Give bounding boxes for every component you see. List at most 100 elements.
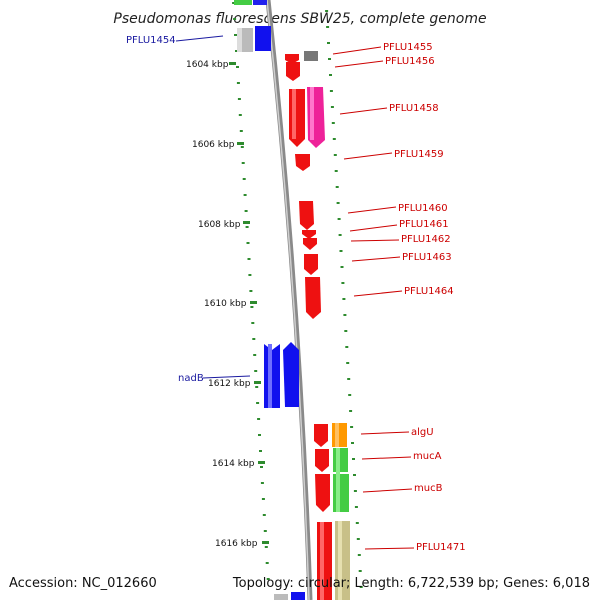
minor-tick-right bbox=[353, 490, 357, 492]
gene-mucA[interactable] bbox=[333, 448, 348, 472]
minor-tick-right bbox=[330, 106, 334, 108]
leader-PFLU1454 bbox=[175, 35, 224, 42]
minor-tick-left bbox=[247, 258, 251, 260]
minor-tick-left bbox=[251, 322, 255, 324]
label-algU[interactable]: algU bbox=[411, 427, 434, 438]
major-tick-1614 bbox=[258, 461, 265, 464]
kbp-label-1606: 1606 kbp bbox=[192, 140, 235, 150]
label-mucA[interactable]: mucA bbox=[413, 451, 442, 462]
minor-tick-right bbox=[348, 394, 352, 396]
gene-blue-top[interactable] bbox=[253, 0, 267, 5]
minor-tick-left bbox=[245, 226, 249, 228]
gene-PFLU1462[interactable] bbox=[303, 238, 317, 250]
minor-tick-right bbox=[325, 10, 329, 12]
minor-tick-left bbox=[265, 562, 269, 564]
gene-shade-2 bbox=[310, 87, 314, 140]
minor-tick-left bbox=[233, 18, 237, 20]
label-PFLU1456[interactable]: PFLU1456 bbox=[385, 56, 435, 67]
label-PFLU1458[interactable]: PFLU1458 bbox=[389, 103, 439, 114]
minor-tick-right bbox=[351, 442, 354, 444]
major-tick-1616 bbox=[262, 541, 269, 544]
minor-tick-right bbox=[338, 234, 342, 236]
minor-tick-right bbox=[339, 250, 343, 252]
minor-tick-left bbox=[264, 546, 268, 548]
minor-tick-left bbox=[238, 114, 242, 116]
minor-tick-left bbox=[244, 210, 248, 212]
minor-tick-left bbox=[256, 402, 260, 404]
minor-tick-left bbox=[248, 274, 252, 276]
gene-algU-red[interactable] bbox=[314, 424, 328, 447]
minor-tick-right bbox=[352, 458, 355, 460]
minor-tick-right bbox=[357, 554, 361, 556]
gene-algU[interactable] bbox=[332, 423, 347, 447]
genes-forward-strand bbox=[285, 51, 350, 600]
minor-tick-left bbox=[232, 2, 236, 4]
label-PFLU1459[interactable]: PFLU1459 bbox=[394, 149, 444, 160]
minor-tick-right bbox=[346, 362, 350, 364]
leader-nadB bbox=[202, 375, 251, 379]
gene-PFLU1458[interactable] bbox=[307, 87, 325, 148]
gene-PFLU1456[interactable] bbox=[286, 62, 300, 81]
label-mucB[interactable]: mucB bbox=[414, 483, 443, 494]
gene-PFLU1460[interactable] bbox=[299, 201, 314, 230]
genes-reverse-strand bbox=[234, 0, 305, 600]
minor-tick-left bbox=[246, 242, 250, 244]
minor-tick-left bbox=[250, 306, 254, 308]
leader-PFLU1464 bbox=[353, 290, 403, 297]
minor-tick-right bbox=[335, 186, 339, 188]
minor-tick-right bbox=[336, 202, 340, 204]
minor-tick-left bbox=[253, 354, 257, 356]
minor-tick-left bbox=[242, 178, 246, 180]
gene-PFLU1459[interactable] bbox=[295, 154, 310, 171]
gene-mucA-red[interactable] bbox=[315, 449, 329, 472]
label-PFLU1462[interactable]: PFLU1462 bbox=[401, 234, 451, 245]
minor-tick-left bbox=[249, 290, 253, 292]
leader-PFLU1471 bbox=[364, 547, 415, 550]
gene-labels: PFLU1454 nadB PFLU1455 PFLU1456 PFLU1458… bbox=[126, 35, 466, 553]
kbp-label-1614: 1614 kbp bbox=[212, 459, 255, 469]
leader-PFLU1455 bbox=[332, 46, 382, 55]
gene-green-top[interactable] bbox=[234, 0, 252, 5]
gene-mucB-red[interactable] bbox=[315, 474, 330, 512]
minor-tick-right bbox=[329, 90, 333, 92]
minor-tick-left bbox=[239, 130, 243, 132]
gene-nadB-b[interactable] bbox=[283, 342, 299, 407]
minor-tick-right bbox=[353, 474, 356, 476]
label-nadB[interactable]: nadB bbox=[178, 373, 204, 384]
gene-blue-PFLU1454b[interactable] bbox=[255, 26, 271, 51]
minor-tick-right bbox=[331, 122, 335, 124]
minor-tick-right bbox=[349, 410, 353, 412]
label-PFLU1455[interactable]: PFLU1455 bbox=[383, 42, 433, 53]
gene-PFLU1461[interactable] bbox=[302, 230, 316, 239]
leader-PFLU1459 bbox=[343, 152, 393, 160]
minor-tick-right bbox=[356, 538, 360, 540]
minor-tick-right bbox=[340, 266, 344, 268]
leader-mucA bbox=[361, 456, 412, 460]
gene-blue-bottom[interactable] bbox=[291, 592, 305, 600]
gene-shade-1 bbox=[292, 89, 296, 139]
gene-PFLU1455[interactable] bbox=[285, 54, 299, 64]
leader-PFLU1462 bbox=[350, 239, 400, 242]
kbp-scale: 1604 kbp 1606 kbp 1608 kbp 1610 kbp 1612… bbox=[186, 60, 269, 549]
gene-grey-bottom[interactable] bbox=[274, 594, 288, 600]
gene-PFLU1464[interactable] bbox=[305, 277, 321, 319]
label-PFLU1460[interactable]: PFLU1460 bbox=[398, 203, 448, 214]
label-PFLU1463[interactable]: PFLU1463 bbox=[402, 252, 452, 263]
minor-tick-left bbox=[260, 466, 263, 468]
minor-tick-right bbox=[327, 42, 330, 44]
major-tick-1604 bbox=[229, 62, 236, 65]
minor-tick-left bbox=[259, 450, 262, 452]
gene-PFLU1455-grey[interactable] bbox=[304, 51, 318, 61]
minor-tick-right bbox=[328, 58, 331, 60]
map-title: Pseudomonas fluorescens SBW25, complete … bbox=[113, 11, 486, 27]
gene-mucB[interactable] bbox=[333, 474, 349, 512]
label-PFLU1461[interactable]: PFLU1461 bbox=[399, 219, 449, 230]
gene-PFLU1458-red[interactable] bbox=[289, 89, 305, 147]
minor-tick-left bbox=[263, 530, 267, 532]
gene-PFLU1463[interactable] bbox=[304, 254, 318, 275]
minor-tick-left bbox=[236, 82, 240, 84]
label-PFLU1464[interactable]: PFLU1464 bbox=[404, 286, 454, 297]
label-PFLU1471[interactable]: PFLU1471 bbox=[416, 542, 466, 553]
label-PFLU1454[interactable]: PFLU1454 bbox=[126, 35, 176, 46]
leader-mucB bbox=[362, 488, 413, 493]
